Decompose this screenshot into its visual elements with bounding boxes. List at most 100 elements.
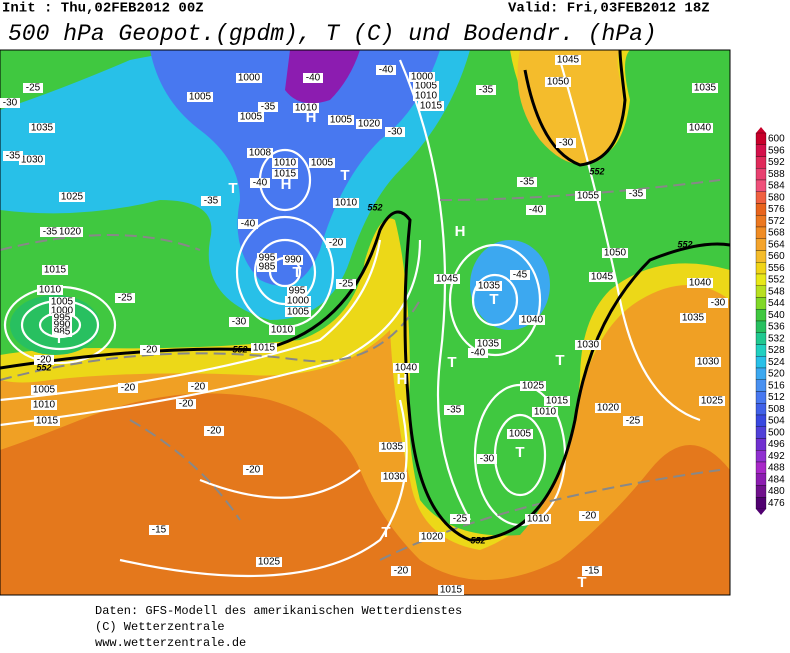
temperature-label: -40 <box>379 65 394 76</box>
label-box <box>589 272 615 282</box>
label-box <box>3 151 23 161</box>
colorbar-label: 528 <box>768 345 785 356</box>
label-box <box>595 403 621 413</box>
contour-552-label: 552 <box>470 535 485 545</box>
pressure-label: 1000 <box>238 73 261 84</box>
pressure-label: 1025 <box>258 557 281 568</box>
colorbar-swatch <box>755 250 767 263</box>
contour-552-label: 552 <box>677 239 692 249</box>
colorbar-swatch <box>755 226 767 239</box>
contour-552-label: 552 <box>589 166 604 176</box>
colorbar-swatch <box>755 144 767 157</box>
map-labels: 1045 1050 1035 1040 -30 1055 -35 1050 1045 1040 -3… <box>0 55 728 596</box>
pressure-label: 1015 <box>420 101 443 112</box>
label-box <box>708 298 728 308</box>
pressure-label: 1045 <box>591 272 614 283</box>
label-box <box>49 297 75 307</box>
footer-line: www.wetterzentrale.de <box>95 636 246 648</box>
label-box <box>34 355 54 365</box>
pressure-label: 1035 <box>477 339 500 350</box>
colorbar-swatch <box>755 414 767 427</box>
colorbar-label: 568 <box>768 228 785 239</box>
label-box <box>269 325 295 335</box>
temperature-label: -15 <box>152 525 167 536</box>
label-box <box>687 278 713 288</box>
temperature-label: -30 <box>480 454 495 465</box>
pressure-label: 1040 <box>395 363 418 374</box>
label-box <box>695 357 721 367</box>
label-box <box>507 429 533 439</box>
pressure-label: 995 <box>54 313 71 324</box>
label-box <box>285 296 311 306</box>
pressure-label: 1005 <box>287 307 310 318</box>
label-box <box>532 407 558 417</box>
label-box <box>59 192 85 202</box>
label-box <box>257 253 277 263</box>
pressure-label: 1010 <box>335 198 358 209</box>
label-box <box>579 511 599 521</box>
label-box <box>256 557 282 567</box>
pressure-label: 1010 <box>295 103 318 114</box>
label-box <box>477 454 497 464</box>
label-box <box>188 382 208 392</box>
label-box <box>238 219 258 229</box>
label-box <box>517 177 537 187</box>
colorbar-swatch <box>755 238 767 251</box>
colorbar-swatch <box>755 203 767 216</box>
label-box <box>555 55 581 65</box>
pressure-center: T <box>447 354 456 371</box>
label-box <box>450 514 470 524</box>
pressure-center: T <box>54 330 63 347</box>
footer-line: (C) Wetterzentrale <box>95 620 225 634</box>
label-box <box>29 123 55 133</box>
colorbar-swatch <box>755 332 767 345</box>
label-box <box>40 227 60 237</box>
colorbar-label: 596 <box>768 145 785 156</box>
label-box <box>243 465 263 475</box>
cold-pocket <box>470 240 550 330</box>
label-box <box>687 123 713 133</box>
label-box <box>31 385 57 395</box>
temperature-label: -20 <box>329 238 344 249</box>
label-box <box>257 262 277 272</box>
label-box <box>476 281 502 291</box>
colorbar-swatch <box>755 391 767 404</box>
colorbar-label: 492 <box>768 451 785 462</box>
label-box <box>699 396 725 406</box>
label-box <box>247 148 273 158</box>
pressure-label: 1020 <box>358 119 381 130</box>
label-box <box>468 348 488 358</box>
label-box <box>57 227 83 237</box>
label-box <box>52 313 72 323</box>
contour-552-label: 552 <box>232 344 247 354</box>
colorbar-label: 480 <box>768 486 785 497</box>
colorbar-swatch <box>755 156 767 169</box>
pressure-center: T <box>489 291 498 308</box>
label-box <box>140 345 160 355</box>
temperature-label: -20 <box>191 382 206 393</box>
pressure-label: 1005 <box>240 112 263 123</box>
pressure-center: T <box>555 352 564 369</box>
valid-time: Valid: Fri,03FEB2012 18Z <box>508 1 710 17</box>
label-box <box>626 189 646 199</box>
colorbar-swatch <box>755 473 767 486</box>
label-box <box>376 65 396 75</box>
pressure-label: 1015 <box>546 396 569 407</box>
label-box <box>250 178 270 188</box>
colorbar-label: 600 <box>768 134 785 145</box>
temperature-label: -40 <box>241 219 256 230</box>
label-box <box>52 320 72 330</box>
pressure-label: 1015 <box>253 343 276 354</box>
colorbar-label: 592 <box>768 157 785 168</box>
colorbar-swatch <box>755 297 767 310</box>
temperature-label: -40 <box>306 73 321 84</box>
pressure-label: 1030 <box>577 340 600 351</box>
temperature-label: -20 <box>143 345 158 356</box>
pressure-label: 1010 <box>415 91 438 102</box>
colorbar-label: 496 <box>768 439 785 450</box>
colorbar: 6005965925885845805765725685645605565525… <box>755 127 785 515</box>
pressure-label: 1030 <box>21 155 44 166</box>
colorbar-swatch <box>755 485 767 498</box>
label-box <box>381 472 407 482</box>
